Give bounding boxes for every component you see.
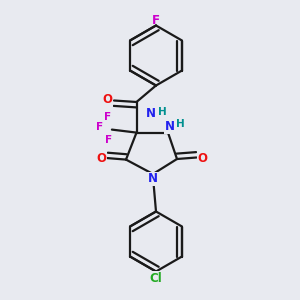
Text: H: H xyxy=(176,119,185,129)
Text: H: H xyxy=(158,107,167,117)
Text: F: F xyxy=(96,122,103,132)
Text: N: N xyxy=(148,172,158,185)
Text: O: O xyxy=(102,93,112,106)
Text: O: O xyxy=(96,152,106,165)
Text: N: N xyxy=(164,120,175,133)
Text: Cl: Cl xyxy=(150,272,162,285)
Text: F: F xyxy=(104,112,111,122)
Text: F: F xyxy=(105,135,112,145)
Text: N: N xyxy=(146,107,156,120)
Text: F: F xyxy=(152,14,160,27)
Text: O: O xyxy=(197,152,208,165)
